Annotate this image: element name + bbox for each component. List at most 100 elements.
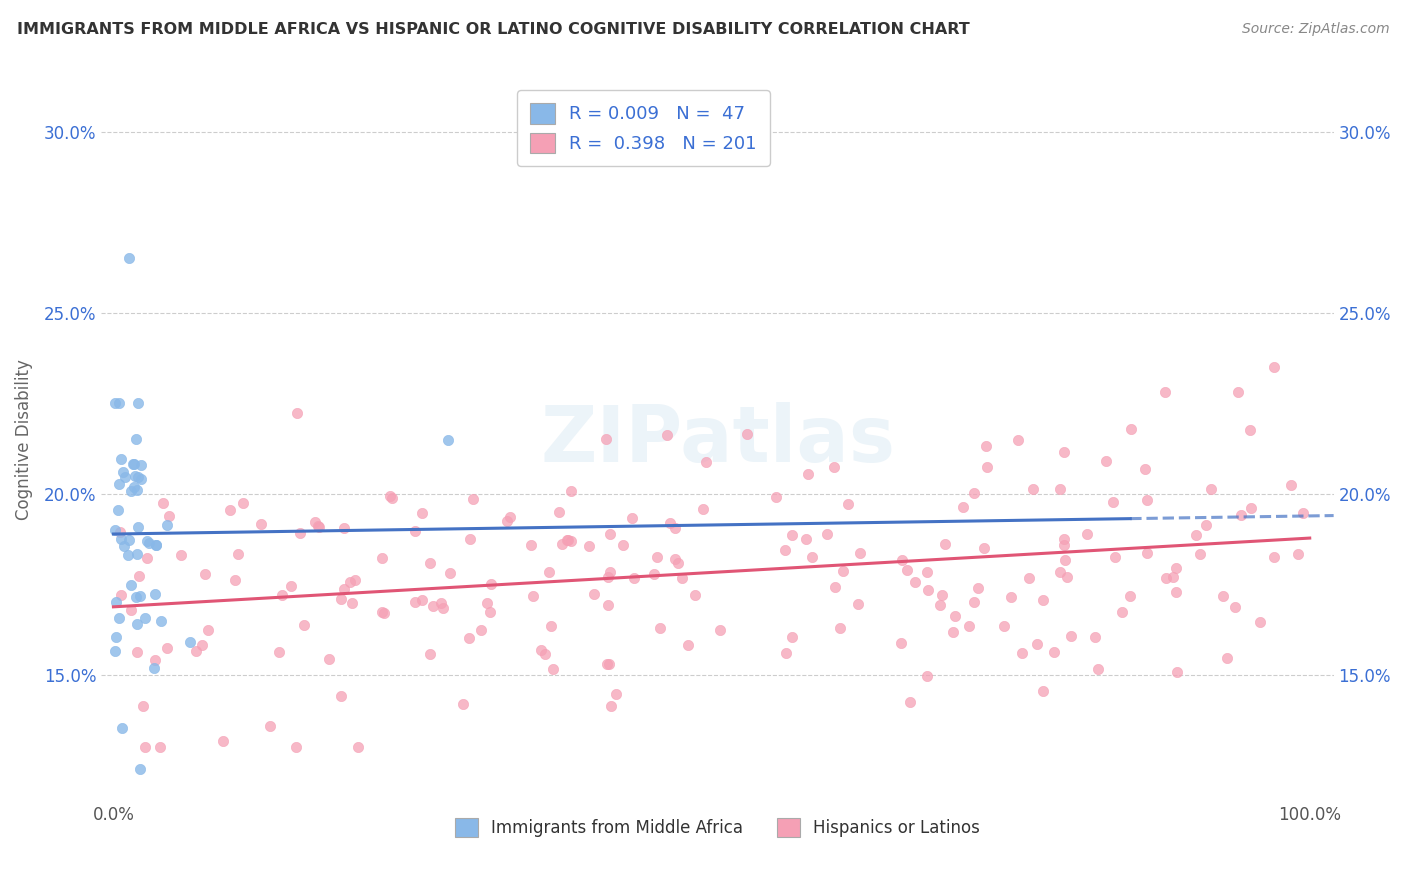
- Point: [110, 451, 132, 466]
- Point: [1032, 592, 1054, 607]
- Point: [110, 532, 132, 546]
- Point: [942, 625, 965, 640]
- Point: [557, 533, 579, 548]
- Point: [1153, 385, 1175, 400]
- Point: [479, 577, 502, 591]
- Point: [560, 534, 582, 549]
- Point: [963, 486, 986, 500]
- Point: [1166, 665, 1188, 679]
- Point: [1022, 482, 1045, 496]
- Point: [184, 644, 207, 658]
- Point: [846, 598, 869, 612]
- Point: [645, 550, 668, 565]
- Point: [780, 631, 803, 645]
- Point: [824, 580, 846, 594]
- Point: [1087, 661, 1109, 675]
- Point: [612, 538, 634, 552]
- Point: [156, 641, 179, 656]
- Point: [127, 396, 149, 410]
- Point: [993, 619, 1015, 633]
- Point: [432, 600, 454, 615]
- Point: [952, 500, 974, 515]
- Point: [529, 643, 551, 657]
- Point: [683, 588, 706, 602]
- Point: [125, 547, 148, 561]
- Point: [1263, 360, 1285, 375]
- Point: [917, 583, 939, 598]
- Point: [280, 579, 302, 593]
- Point: [343, 574, 366, 588]
- Point: [157, 509, 180, 524]
- Point: [307, 519, 329, 533]
- Point: [898, 695, 921, 709]
- Point: [692, 502, 714, 516]
- Point: [1054, 553, 1077, 567]
- Point: [1076, 527, 1098, 541]
- Point: [934, 536, 956, 550]
- Point: [560, 484, 582, 499]
- Point: [596, 657, 619, 671]
- Point: [928, 598, 950, 612]
- Point: [1056, 569, 1078, 583]
- Point: [1102, 495, 1125, 509]
- Point: [605, 687, 627, 701]
- Point: [538, 565, 561, 579]
- Point: [145, 587, 167, 601]
- Point: [127, 520, 149, 534]
- Point: [191, 638, 214, 652]
- Point: [108, 396, 131, 410]
- Point: [211, 734, 233, 748]
- Point: [284, 740, 307, 755]
- Point: [143, 653, 166, 667]
- Point: [250, 516, 273, 531]
- Point: [125, 432, 148, 446]
- Point: [429, 596, 451, 610]
- Point: [288, 526, 311, 541]
- Point: [957, 619, 980, 633]
- Point: [104, 630, 127, 644]
- Point: [541, 662, 564, 676]
- Point: [495, 514, 517, 528]
- Point: [796, 467, 818, 482]
- Point: [134, 740, 156, 755]
- Point: [678, 638, 700, 652]
- Point: [112, 540, 135, 554]
- Point: [371, 605, 394, 619]
- Point: [1292, 506, 1315, 520]
- Point: [600, 699, 623, 714]
- Point: [974, 439, 997, 453]
- Point: [664, 520, 686, 534]
- Point: [522, 589, 544, 603]
- Text: IMMIGRANTS FROM MIDDLE AFRICA VS HISPANIC OR LATINO COGNITIVE DISABILITY CORRELA: IMMIGRANTS FROM MIDDLE AFRICA VS HISPANI…: [17, 22, 970, 37]
- Point: [422, 599, 444, 613]
- Point: [1084, 631, 1107, 645]
- Point: [124, 468, 146, 483]
- Point: [329, 689, 352, 703]
- Point: [437, 433, 460, 447]
- Point: [837, 497, 859, 511]
- Point: [439, 566, 461, 580]
- Point: [1094, 453, 1116, 467]
- Point: [224, 573, 246, 587]
- Point: [848, 546, 870, 560]
- Point: [1018, 572, 1040, 586]
- Point: [128, 569, 150, 583]
- Point: [1119, 589, 1142, 603]
- Point: [117, 548, 139, 562]
- Point: [1263, 550, 1285, 565]
- Point: [735, 426, 758, 441]
- Point: [132, 698, 155, 713]
- Point: [620, 511, 643, 525]
- Point: [1166, 561, 1188, 575]
- Point: [578, 540, 600, 554]
- Point: [156, 517, 179, 532]
- Point: [129, 590, 152, 604]
- Point: [1226, 385, 1249, 400]
- Point: [292, 617, 315, 632]
- Point: [794, 532, 817, 546]
- Point: [1049, 565, 1071, 579]
- Point: [1212, 590, 1234, 604]
- Point: [598, 657, 620, 671]
- Point: [127, 617, 149, 632]
- Point: [548, 505, 571, 519]
